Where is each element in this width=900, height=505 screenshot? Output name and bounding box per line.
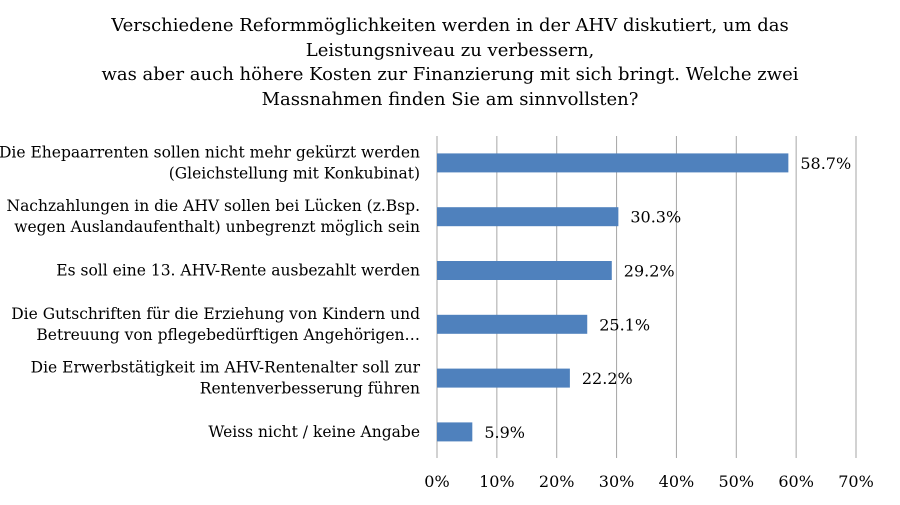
category-label: Die Ehepaarrenten sollen nicht mehr gekü…: [0, 143, 420, 161]
x-tick-label: 50%: [719, 472, 755, 491]
category-label: (Gleichstellung mit Konkubinat): [169, 164, 420, 182]
x-tick-label: 0%: [424, 472, 449, 491]
bars: [437, 153, 789, 442]
value-labels: 58.7% 30.3% 29.2% 25.1% 22.2% 5.9%: [484, 154, 851, 442]
category-label: Die Erwerbstätigkeit im AHV-Rentenalter …: [31, 359, 421, 377]
data-label: 29.2%: [624, 262, 675, 281]
data-label: 5.9%: [484, 423, 525, 442]
x-tick-label: 60%: [778, 472, 814, 491]
bar: [437, 368, 570, 388]
bar: [437, 422, 473, 442]
data-label: 25.1%: [599, 315, 650, 334]
chart-title-line: was aber auch höhere Kosten zur Finanzie…: [101, 64, 799, 85]
gridlines: [436, 136, 857, 458]
data-label: 22.2%: [582, 369, 633, 388]
category-label: Rentenverbesserung führen: [200, 380, 420, 398]
bar: [437, 207, 619, 227]
category-label: Es soll eine 13. AHV-Rente ausbezahlt we…: [56, 262, 420, 280]
bar: [437, 153, 789, 173]
x-tick-label: 10%: [479, 472, 515, 491]
bar: [437, 261, 612, 280]
x-tick-label: 20%: [539, 472, 575, 491]
category-label: wegen Auslandaufenthalt) unbegrenzt mögl…: [14, 218, 420, 236]
category-label: Weiss nicht / keine Angabe: [208, 423, 420, 441]
chart-title: Verschiedene Reformmöglichkeiten werden …: [60, 14, 840, 112]
chart-title-line: Verschiedene Reformmöglichkeiten werden …: [111, 15, 789, 36]
category-label: Betreuung von pflegebedürftigen Angehöri…: [36, 326, 420, 344]
category-label: Nachzahlungen in die AHV sollen bei Lück…: [7, 197, 421, 215]
x-tick-label: 70%: [838, 472, 874, 491]
category-labels: Die Ehepaarrenten sollen nicht mehr gekü…: [0, 143, 421, 441]
chart-title-line: Massnahmen finden Sie am sinnvollsten?: [261, 88, 639, 110]
data-label: 58.7%: [800, 154, 851, 173]
category-label: Die Gutschriften für die Erziehung von K…: [11, 305, 420, 323]
x-tick-label: 30%: [599, 472, 635, 491]
data-label: 30.3%: [630, 208, 681, 227]
bar: [437, 314, 588, 334]
x-tick-label: 40%: [659, 472, 695, 491]
x-axis-ticks: 0% 10% 20% 30% 40% 50% 60% 70%: [424, 472, 873, 491]
chart-title-line: Leistungsniveau zu verbessern,: [305, 39, 595, 61]
